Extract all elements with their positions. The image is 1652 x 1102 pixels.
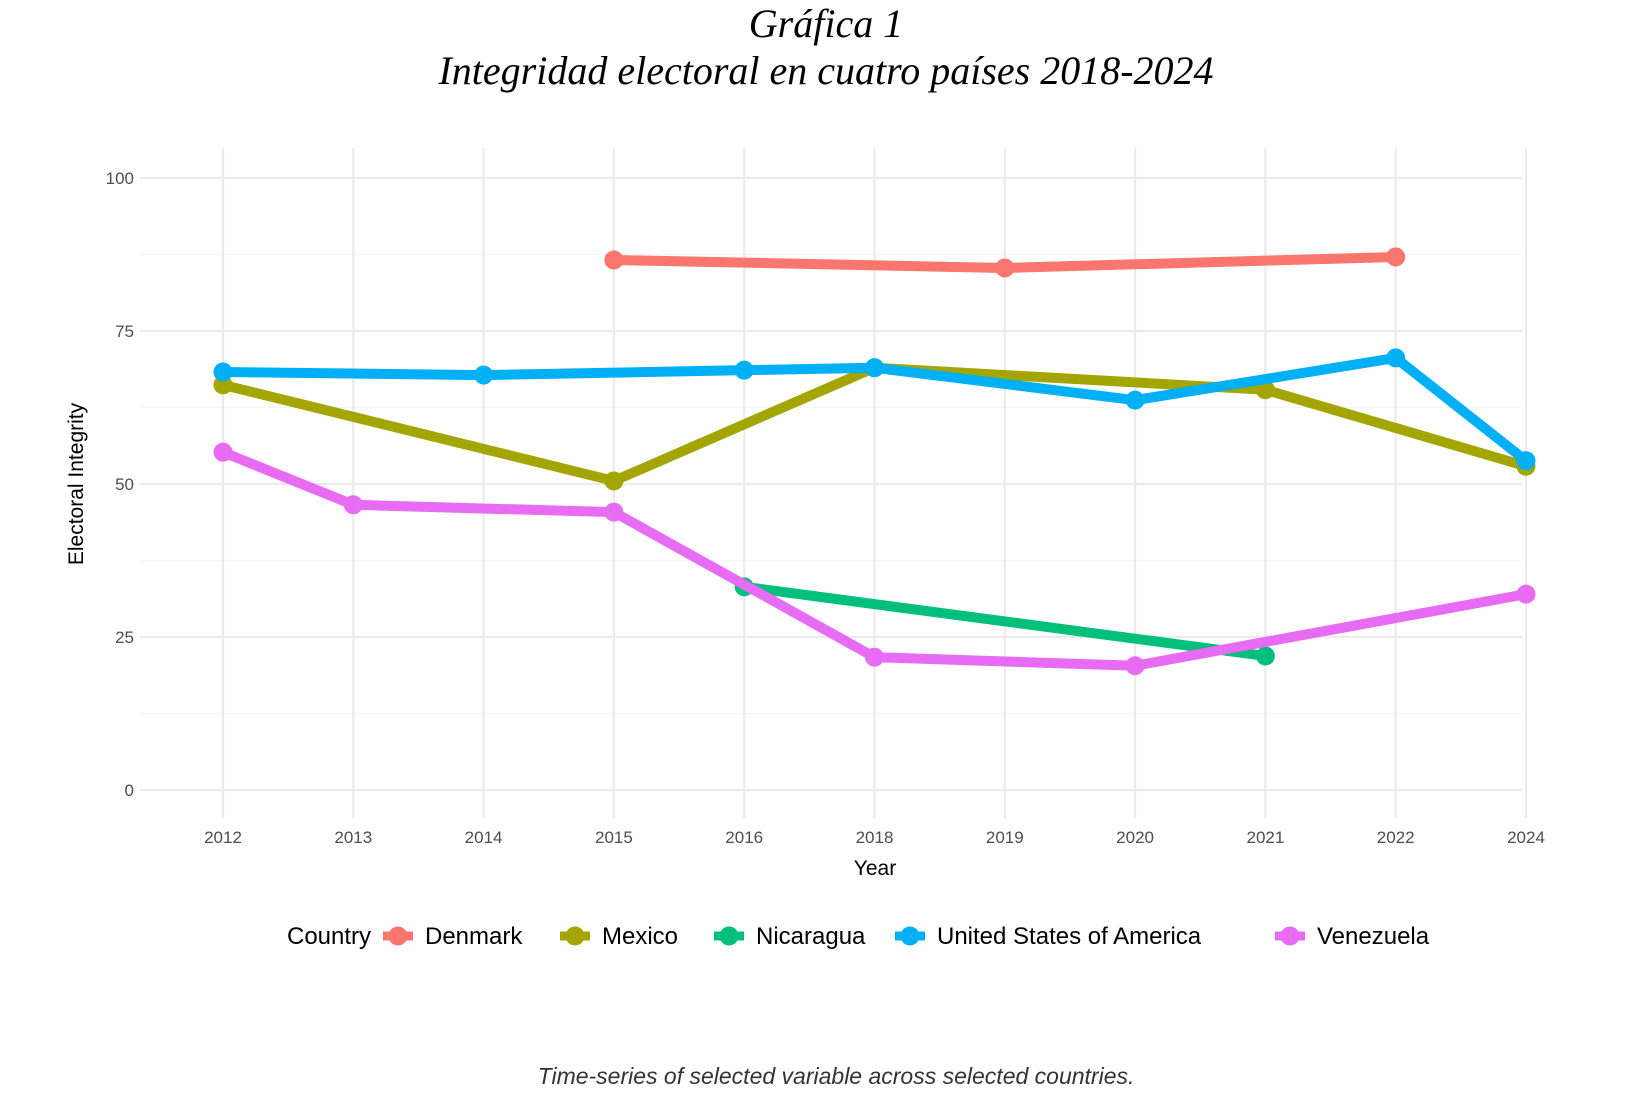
chart-caption: Time-series of selected variable across …	[538, 1063, 1135, 1089]
y-tick-label: 75	[115, 322, 134, 341]
y-axis-label: Electoral Integrity	[65, 402, 88, 565]
data-point	[1386, 348, 1406, 368]
legend-label: Denmark	[425, 923, 523, 950]
y-tick-label: 50	[115, 475, 134, 494]
series-lines	[213, 247, 1536, 676]
legend-key-dot	[565, 926, 585, 946]
y-tick-labels: 0 25 50 75 100	[106, 169, 134, 800]
x-tick-labels: 2012 2013 2014 2015 2016 2018 2019 2020 2021 2022…	[204, 828, 1545, 847]
data-point	[213, 362, 233, 382]
legend-key-dot	[719, 926, 739, 946]
series-line	[221, 447, 1527, 671]
data-point	[1516, 584, 1536, 604]
x-tick-label: 2018	[856, 828, 894, 847]
x-tick-label: 2021	[1246, 828, 1284, 847]
data-point	[1386, 247, 1406, 267]
legend-item: Nicaragua	[714, 923, 866, 950]
x-tick-label: 2019	[986, 828, 1024, 847]
series-venezuela	[213, 442, 1536, 676]
legend-label: United States of America	[937, 923, 1202, 950]
legend-key-dot	[1280, 926, 1300, 946]
y-tick-label: 25	[115, 628, 134, 647]
legend-key-dot	[900, 926, 920, 946]
data-point	[604, 250, 624, 270]
chart-title: Gráfica 1	[749, 1, 903, 46]
data-point	[604, 471, 624, 491]
x-tick-label: 2013	[334, 828, 372, 847]
legend: Country Denmark Mexico Nicaragua United Sta…	[287, 923, 1430, 950]
x-axis-label: Year	[854, 857, 896, 880]
x-tick-label: 2022	[1377, 828, 1415, 847]
data-point	[1255, 646, 1275, 666]
x-tick-label: 2016	[725, 828, 763, 847]
data-point	[1125, 656, 1145, 676]
gridlines	[140, 148, 1528, 818]
legend-item: Venezuela	[1275, 923, 1430, 950]
series-united-states-of-america	[213, 348, 1536, 471]
x-tick-label: 2015	[595, 828, 633, 847]
data-point	[865, 358, 884, 378]
legend-item: United States of America	[895, 923, 1202, 950]
legend-label: Venezuela	[1317, 923, 1430, 950]
data-point	[1255, 380, 1275, 400]
legend-title: Country	[287, 923, 371, 950]
data-point	[343, 495, 363, 515]
x-tick-label: 2024	[1507, 828, 1545, 847]
legend-label: Nicaragua	[756, 923, 866, 950]
series-line	[743, 581, 1267, 661]
data-point	[1516, 451, 1536, 471]
data-point	[1125, 390, 1145, 410]
data-point	[474, 365, 494, 385]
chart-subtitle: Integridad electoral en cuatro países 20…	[437, 48, 1213, 93]
data-point	[734, 360, 754, 380]
legend-key-dot	[388, 926, 408, 946]
data-point	[213, 442, 233, 462]
data-point	[604, 502, 624, 522]
x-tick-label: 2020	[1116, 828, 1154, 847]
series-denmark	[604, 247, 1406, 278]
legend-label: Mexico	[602, 923, 678, 950]
y-tick-label: 100	[106, 169, 134, 188]
x-tick-label: 2014	[465, 828, 503, 847]
legend-item: Denmark	[383, 923, 523, 950]
data-point	[865, 647, 884, 667]
x-tick-label: 2012	[204, 828, 242, 847]
legend-item: Mexico	[560, 923, 678, 950]
data-point	[995, 258, 1015, 278]
y-tick-label: 0	[125, 781, 134, 800]
